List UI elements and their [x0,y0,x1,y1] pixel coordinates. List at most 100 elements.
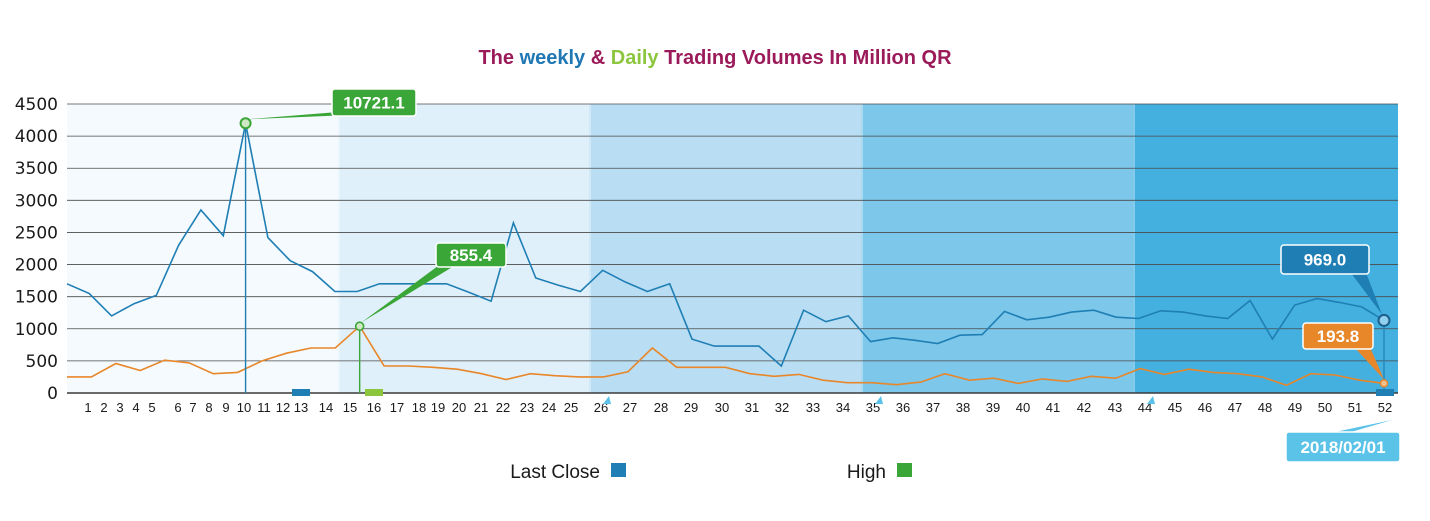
y-tick-label-2500: 2500 [15,223,58,243]
x-tick-label-18: 18 [412,400,426,415]
title-part-0: The [478,47,519,69]
series-lines [66,123,1385,387]
x-axis: 1 2 3 4 5 6 7 8 9 10 11 12 13 14 15 16 17 18 19 20 21 22 23 24 2… [84,389,1394,415]
x-tick-label-9: 9 [222,400,229,415]
x-tick-label-15: 15 [343,400,357,415]
y-tick-label-2000: 2000 [15,256,58,276]
x-tick-label-43: 43 [1108,400,1122,415]
x-tick-label-51: 51 [1348,400,1362,415]
x-tick-label-30: 30 [715,400,729,415]
legend: Last Close High [510,462,912,483]
x-tick-label-46: 46 [1198,400,1212,415]
x-tick-label-22: 22 [496,400,510,415]
x-tick-label-50: 50 [1318,400,1332,415]
callout-label: 10721.1 [343,94,404,113]
y-tick-label-4500: 4500 [15,95,58,115]
x-tick-label-49: 49 [1288,400,1302,415]
callout-box [1280,244,1370,275]
chart-title: The weekly & Daily Trading Volumes In Mi… [478,47,952,69]
x-tick-label-41: 41 [1046,400,1060,415]
callout-label: 193.8 [1317,327,1360,346]
callouts: 10721.1 855.4 969.0 193.8 2018/02/01 [239,88,1401,463]
y-axis: 0 500 1000 1500 2000 2500 3000 3500 4000 4500 [15,95,58,404]
x-tick-label-3: 3 [116,400,123,415]
callout-box [331,88,417,117]
x-tick-label-37: 37 [926,400,940,415]
y-tick-label-1000: 1000 [15,320,58,340]
x-tick-label-16: 16 [367,400,381,415]
x-highlight-13 [292,389,310,396]
callout-label: 855.4 [450,246,493,265]
y-tick-label-3000: 3000 [15,191,58,211]
x-tick-label-47: 47 [1228,400,1242,415]
x-tick-label-24: 24 [542,400,556,415]
x-tick-label-13: 13 [294,400,308,415]
title-part-4: Trading Volumes In Million QR [659,47,953,69]
x-tick-label-17: 17 [390,400,404,415]
legend-label-high: High [847,462,886,483]
band-marker-35 [875,396,883,404]
last-close-marker [1377,313,1391,327]
grid-lines [67,103,1398,394]
x-tick-label-23: 23 [520,400,534,415]
x-tick-label-8: 8 [205,400,212,415]
x-tick-label-39: 39 [986,400,1000,415]
band-edge-1 [589,104,591,393]
callout-969-0: 969.0 [1280,244,1382,315]
callout-2018-02-01: 2018/02/01 [1285,420,1401,463]
band-edge-3 [1133,104,1135,393]
x-tick-label-21: 21 [474,400,488,415]
callout-box [1285,431,1401,463]
x-tick-label-10: 10 [237,400,251,415]
y-tick-label-4000: 4000 [15,127,58,147]
callout-10721-1: 10721.1 [247,88,417,120]
callout-label: 969.0 [1304,251,1347,270]
x-tick-label-19: 19 [431,400,445,415]
callout-pointer [1351,270,1382,315]
x-tick-label-33: 33 [806,400,820,415]
legend-swatch-last-close [611,463,626,477]
x-tick-label-40: 40 [1016,400,1030,415]
y-tick-label-500: 500 [26,352,58,372]
x-tick-label-12: 12 [276,400,290,415]
x-tick-label-1: 1 [84,400,91,415]
x-tick-label-52: 52 [1378,400,1392,415]
band-edge-2 [861,104,863,393]
x-tick-label-27: 27 [623,400,637,415]
legend-swatch-high [897,463,912,477]
x-tick-label-7: 7 [189,400,196,415]
callout-box [435,242,507,268]
last-high-marker [1379,379,1389,388]
x-tick-label-29: 29 [684,400,698,415]
title-part-2: & [585,47,611,69]
y-tick-label-1500: 1500 [15,288,58,308]
x-tick-label-48: 48 [1258,400,1272,415]
callout-855-4: 855.4 [361,242,507,323]
title-part-1: weekly [519,47,586,69]
x-tick-label-20: 20 [452,400,466,415]
peak-marker [239,117,252,130]
x-tick-label-2: 2 [100,400,107,415]
x-tick-label-32: 32 [775,400,789,415]
band-1 [589,104,861,393]
y-tick-label-3500: 3500 [15,159,58,179]
band-edge-0 [338,104,340,393]
high-marker [354,321,365,332]
x-tick-label-38: 38 [956,400,970,415]
band-2 [861,104,1133,393]
x-tick-label-34: 34 [836,400,850,415]
band-marker-44 [1147,396,1155,404]
x-highlight-52 [1376,389,1394,396]
series-line-last-close [66,123,1385,368]
x-tick-label-4: 4 [132,400,139,415]
x-highlight-16 [365,389,383,396]
callout-box [1302,322,1374,350]
legend-label-last-close: Last Close [510,462,600,483]
x-tick-label-45: 45 [1168,400,1182,415]
y-tick-label-0: 0 [47,384,58,404]
background-bands [67,104,1398,393]
band-marker-26 [603,396,611,404]
x-tick-label-28: 28 [654,400,668,415]
x-tick-label-14: 14 [319,400,333,415]
